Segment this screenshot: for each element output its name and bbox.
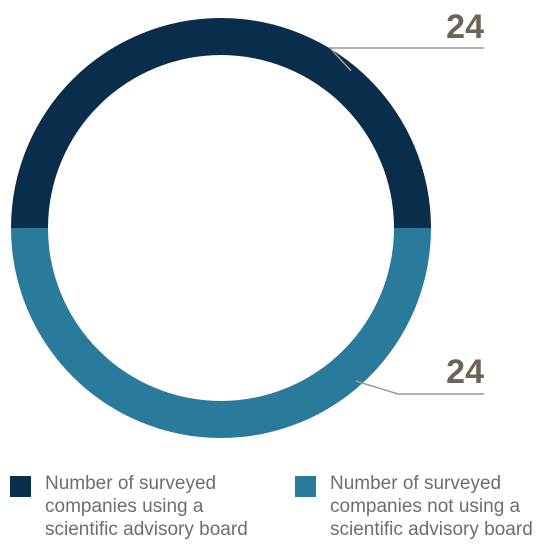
legend: Number of surveyed companies using a sci… xyxy=(0,472,553,544)
legend-item-using: Number of surveyed companies using a sci… xyxy=(10,472,275,541)
legend-label-using: Number of surveyed companies using a sci… xyxy=(45,472,275,541)
legend-swatch-not-using xyxy=(295,476,316,497)
donut-slices xyxy=(11,18,431,438)
legend-swatch-using xyxy=(10,476,31,497)
slice-using xyxy=(11,18,431,228)
legend-item-not-using: Number of surveyed companies not using a… xyxy=(295,472,553,541)
value-label-not-using: 24 xyxy=(446,353,484,391)
value-labels: 24 24 xyxy=(446,8,484,391)
legend-label-not-using: Number of surveyed companies not using a… xyxy=(330,472,553,541)
donut-chart: 24 24 xyxy=(0,0,553,460)
slice-not-using xyxy=(11,228,431,438)
value-label-using: 24 xyxy=(446,8,484,46)
